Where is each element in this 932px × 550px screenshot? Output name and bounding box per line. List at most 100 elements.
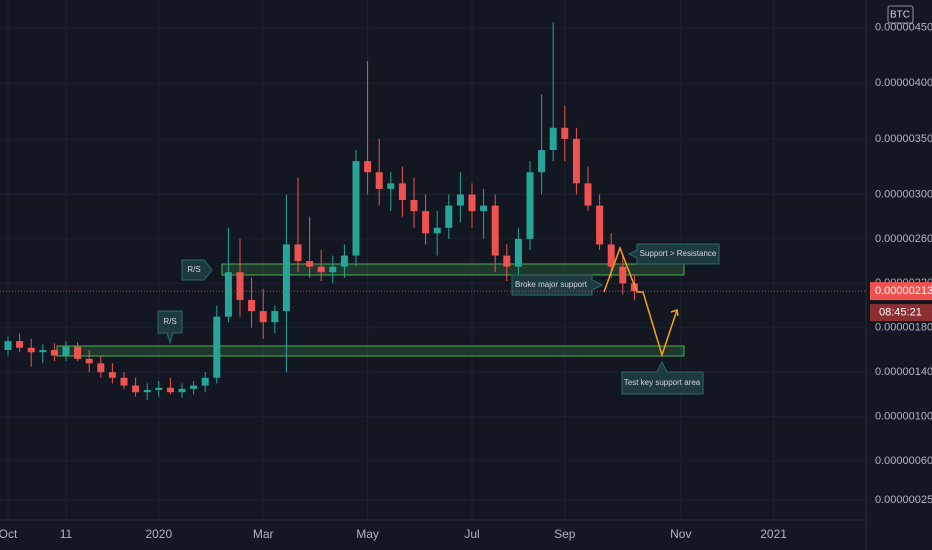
- candle-body: [352, 161, 360, 256]
- y-tick-label: 0.00000100: [875, 411, 932, 423]
- candle-body: [526, 172, 534, 239]
- callout-text: R/S: [163, 317, 176, 326]
- candle-body: [201, 377, 209, 386]
- candle-body: [607, 244, 615, 267]
- candle-body: [468, 194, 476, 212]
- candle-body: [224, 272, 232, 317]
- candle-body: [584, 183, 592, 206]
- x-tick-label: 2020: [145, 527, 172, 541]
- candle-body: [50, 350, 58, 356]
- candle-body: [213, 316, 221, 378]
- candle-body: [132, 385, 140, 393]
- candle-body: [271, 311, 279, 323]
- candle-body: [317, 266, 325, 273]
- x-tick-label: Mar: [253, 527, 274, 541]
- candle-body: [503, 255, 511, 267]
- candle-body: [340, 255, 348, 267]
- projection-arrow: [670, 309, 679, 317]
- candle-body: [294, 244, 302, 262]
- x-tick-label: Nov: [670, 527, 691, 541]
- grid: [0, 0, 866, 520]
- x-tick-label: Sep: [554, 527, 576, 541]
- y-tick-label: 0.00000180: [875, 322, 932, 334]
- candle-body: [329, 266, 337, 273]
- candle-body: [282, 244, 290, 312]
- x-tick-label: 2021: [760, 527, 787, 541]
- zone-lower: [56, 345, 685, 357]
- callout-text: Support > Resistance: [640, 249, 717, 258]
- candle-body: [190, 385, 198, 389]
- y-tick-label: 0.00000350: [875, 133, 932, 145]
- x-tick-label: Jul: [464, 527, 479, 541]
- callout: Broke major support: [511, 274, 604, 296]
- callout-text: Test key support area: [624, 378, 701, 387]
- symbol-label: BTC: [890, 10, 910, 21]
- candle-body: [16, 341, 24, 348]
- callout: Support > Resistance: [627, 243, 720, 265]
- y-tick-label: 0.00000300: [875, 188, 932, 200]
- candle-body: [74, 346, 82, 359]
- last-price-label: 0.00000213: [875, 285, 932, 297]
- candle-body: [120, 377, 128, 386]
- candle-body: [364, 161, 372, 173]
- y-tick-label: 0.00000450: [875, 22, 932, 34]
- candle-body: [514, 238, 522, 267]
- candle-body: [39, 350, 47, 353]
- candle-body: [143, 390, 151, 393]
- candle-body: [166, 387, 174, 393]
- y-tick-label: 0.00000400: [875, 77, 932, 89]
- candle-body: [259, 311, 267, 323]
- candle-body: [306, 261, 314, 267]
- candle-body: [433, 227, 441, 234]
- candle-body: [27, 347, 35, 353]
- callout: Test key support area: [621, 360, 704, 395]
- candle-body: [85, 358, 93, 364]
- x-tick-label: May: [356, 527, 379, 541]
- zone-upper: [221, 263, 685, 276]
- countdown-box: [870, 304, 932, 322]
- callout-box: [627, 243, 720, 265]
- y-tick-label: 0.00000025: [875, 494, 932, 506]
- candle-body: [422, 211, 430, 234]
- candle-body: [108, 372, 116, 378]
- candle-body: [596, 205, 604, 245]
- candle-body: [387, 183, 395, 189]
- candle-body: [236, 272, 244, 300]
- x-tick-label: 11: [60, 527, 73, 541]
- candle-body: [538, 150, 546, 173]
- candle-body: [445, 205, 453, 228]
- projection-path: [603, 245, 678, 358]
- callout: R/S: [181, 259, 213, 281]
- candle-body: [456, 194, 464, 206]
- candle-body: [480, 205, 488, 212]
- y-tick-label: 0.00000060: [875, 455, 932, 467]
- symbol-box: [887, 5, 914, 24]
- candle-body: [561, 127, 569, 139]
- countdown-label: 08:45:21: [879, 307, 922, 319]
- candle-body: [491, 205, 499, 256]
- x-tick-label: Oct: [0, 527, 18, 541]
- candle-body: [178, 388, 186, 393]
- y-tick-label: 0.00000140: [875, 366, 932, 378]
- y-tick-label: 0.00000260: [875, 233, 932, 245]
- candle-body: [4, 341, 12, 350]
- callout-box: [157, 310, 183, 345]
- candle-body: [549, 127, 557, 150]
- candle-body: [248, 300, 256, 312]
- candle-body: [410, 200, 418, 212]
- callout-text: Broke major support: [515, 280, 588, 289]
- candle-body: [619, 266, 627, 284]
- candle-body: [375, 172, 383, 189]
- callout-text: R/S: [187, 265, 200, 274]
- callout-box: [511, 274, 604, 296]
- callout-box: [181, 259, 213, 281]
- callout: R/S: [157, 310, 183, 345]
- candle-body: [97, 363, 105, 373]
- candle-body: [62, 346, 70, 356]
- last-price-box: [870, 282, 932, 301]
- candle-body: [572, 138, 580, 184]
- callout-box: [621, 360, 704, 395]
- candle-body: [155, 387, 163, 390]
